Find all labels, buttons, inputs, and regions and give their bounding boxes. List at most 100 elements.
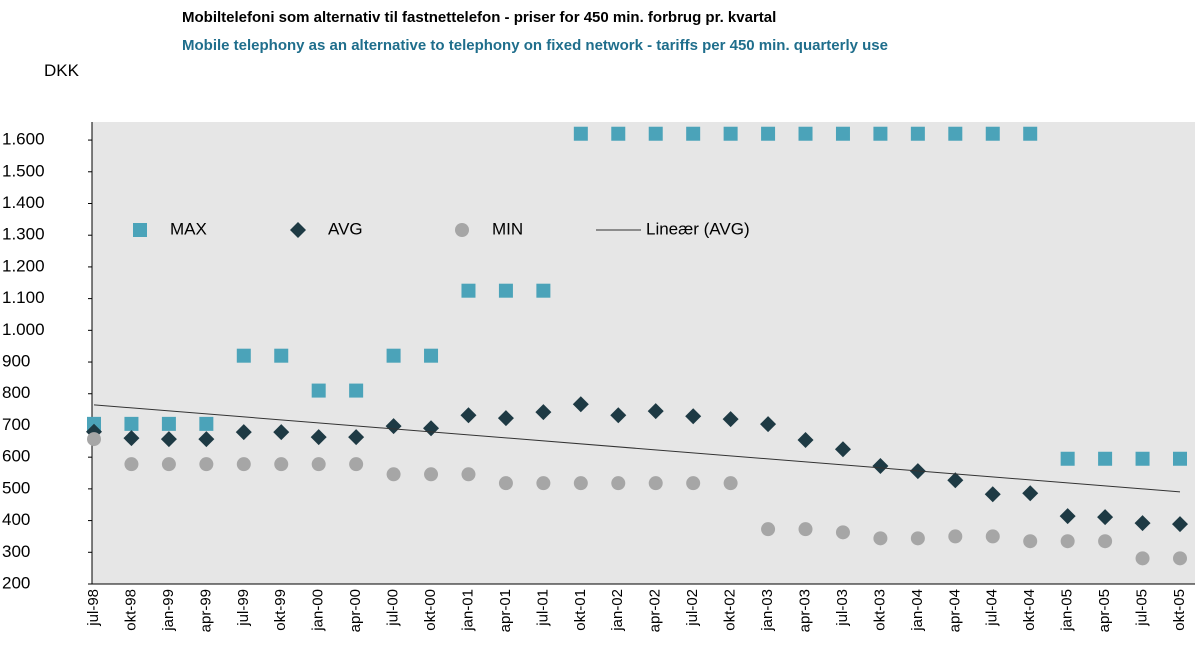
marker-circle bbox=[349, 457, 364, 472]
y-tick-label: 1.300 bbox=[2, 225, 45, 244]
marker-circle bbox=[236, 457, 251, 472]
x-tick-label: jan-99 bbox=[160, 589, 177, 632]
marker-circle bbox=[1060, 534, 1075, 549]
marker-circle bbox=[985, 529, 1000, 544]
x-tick-label: jul-00 bbox=[385, 589, 402, 627]
marker-circle bbox=[199, 457, 214, 472]
y-tick-label: 500 bbox=[2, 478, 30, 497]
legend-label: Lineær (AVG) bbox=[646, 219, 750, 238]
marker-square bbox=[723, 126, 738, 141]
marker-square bbox=[985, 126, 1000, 141]
marker-circle bbox=[573, 476, 588, 491]
x-tick-label: okt-98 bbox=[122, 589, 139, 631]
marker-diamond bbox=[1059, 508, 1076, 525]
marker-square bbox=[199, 416, 214, 431]
y-tick-label: 1.000 bbox=[2, 320, 45, 339]
y-tick-label: 1.400 bbox=[2, 193, 45, 212]
marker-circle bbox=[1023, 534, 1038, 549]
legend-label: MIN bbox=[492, 219, 523, 238]
marker-circle bbox=[611, 476, 626, 491]
marker-square bbox=[611, 126, 626, 141]
marker-square bbox=[910, 126, 925, 141]
marker-circle bbox=[798, 522, 813, 537]
marker-diamond bbox=[1172, 516, 1188, 533]
x-tick-label: jul-03 bbox=[834, 589, 851, 627]
marker-diamond bbox=[273, 424, 290, 441]
y-tick-label: 1.200 bbox=[2, 256, 45, 275]
marker-diamond bbox=[385, 418, 402, 435]
x-tick-label: jan-00 bbox=[310, 589, 327, 632]
x-tick-label: apr-02 bbox=[647, 589, 664, 632]
x-tick-label: apr-99 bbox=[197, 589, 214, 632]
marker-diamond bbox=[647, 403, 664, 420]
x-tick-label: okt-01 bbox=[572, 589, 589, 631]
y-tick-label: 700 bbox=[2, 415, 30, 434]
marker-square bbox=[133, 223, 147, 237]
trendline bbox=[93, 404, 1181, 493]
marker-circle bbox=[1135, 551, 1150, 566]
marker-square bbox=[461, 283, 476, 298]
chart-subtitle: Mobile telephony as an alternative to te… bbox=[182, 37, 888, 54]
y-axis-label: DKK bbox=[44, 61, 79, 80]
marker-square bbox=[161, 416, 176, 431]
marker-square bbox=[573, 126, 588, 141]
x-tick-label: jan-03 bbox=[759, 589, 776, 632]
marker-square bbox=[1173, 451, 1187, 466]
x-tick-label: jul-02 bbox=[684, 589, 701, 627]
marker-circle bbox=[311, 457, 326, 472]
marker-circle bbox=[424, 467, 439, 482]
marker-circle bbox=[536, 476, 551, 491]
marker-circle bbox=[910, 531, 925, 546]
marker-square bbox=[1023, 126, 1038, 141]
x-tick-label: apr-01 bbox=[497, 589, 514, 632]
marker-diamond bbox=[797, 432, 814, 449]
y-tick-label: 200 bbox=[2, 573, 30, 592]
marker-circle bbox=[455, 223, 469, 237]
marker-circle bbox=[948, 529, 963, 544]
y-tick-label: 400 bbox=[2, 510, 30, 529]
x-tick-label: jul-01 bbox=[534, 589, 551, 627]
marker-diamond bbox=[535, 404, 552, 421]
x-tick-label: jan-01 bbox=[459, 589, 476, 632]
y-tick-label: 1.100 bbox=[2, 288, 45, 307]
x-tick-label: okt-99 bbox=[272, 589, 289, 631]
marker-diamond bbox=[348, 429, 365, 446]
marker-square bbox=[948, 126, 963, 141]
y-tick-label: 1.500 bbox=[2, 161, 45, 180]
x-tick-label: apr-00 bbox=[347, 589, 364, 632]
x-tick-label: jul-05 bbox=[1134, 589, 1151, 627]
x-tick-label: okt-04 bbox=[1021, 589, 1038, 631]
marker-square bbox=[1135, 451, 1150, 466]
marker-diamond bbox=[834, 441, 851, 458]
marker-square bbox=[1060, 451, 1075, 466]
marker-square bbox=[686, 126, 701, 141]
x-tick-label: jan-02 bbox=[609, 589, 626, 632]
marker-circle bbox=[873, 531, 888, 546]
marker-square bbox=[349, 383, 364, 398]
marker-diamond bbox=[685, 408, 702, 425]
x-tick-label: jan-04 bbox=[909, 589, 926, 632]
marker-circle bbox=[1098, 534, 1113, 549]
marker-diamond bbox=[872, 458, 889, 475]
marker-diamond bbox=[235, 424, 252, 441]
y-tick-label: 900 bbox=[2, 352, 30, 371]
marker-circle bbox=[1173, 551, 1187, 566]
marker-square bbox=[761, 126, 776, 141]
x-tick-label: apr-03 bbox=[796, 589, 813, 632]
x-tick-label: okt-03 bbox=[871, 589, 888, 631]
y-tick-label: 600 bbox=[2, 447, 30, 466]
marker-circle bbox=[648, 476, 663, 491]
x-tick-label: okt-02 bbox=[722, 589, 739, 631]
marker-circle bbox=[761, 522, 776, 537]
marker-circle bbox=[686, 476, 701, 491]
x-tick-label: jan-05 bbox=[1059, 589, 1076, 632]
marker-square bbox=[873, 126, 888, 141]
marker-circle bbox=[274, 457, 289, 472]
marker-square bbox=[274, 348, 289, 363]
marker-circle bbox=[124, 457, 139, 472]
x-tick-label: jul-98 bbox=[85, 589, 102, 627]
y-tick-label: 800 bbox=[2, 383, 30, 402]
marker-circle bbox=[161, 457, 176, 472]
